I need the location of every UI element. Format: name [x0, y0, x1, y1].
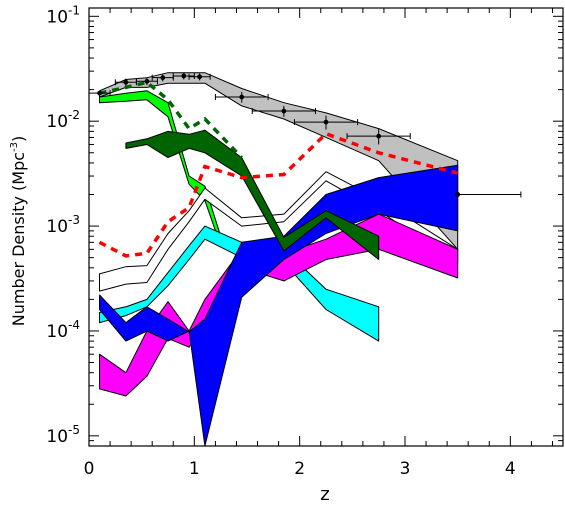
red-dashed-line	[98, 131, 459, 258]
data-point	[123, 79, 129, 85]
bands-layer	[99, 72, 459, 446]
y-axis-label: Number Density (Mpc-3)	[9, 136, 28, 327]
axes-layer: 0 1 2 3 4 10-5 10-4 10-3 10-2 10-1	[46, 3, 564, 479]
data-point	[455, 192, 461, 197]
band-5	[99, 164, 459, 446]
y-tick-label: 10-2	[46, 108, 80, 132]
green-dashed-line	[99, 80, 243, 159]
x-tick-label: 2	[294, 459, 305, 479]
data-point	[281, 108, 287, 114]
data-point	[181, 73, 187, 79]
y-tick-label: 10-4	[46, 318, 80, 342]
x-tick-label: 0	[84, 459, 95, 479]
x-axis-label: z	[320, 484, 329, 505]
labels-layer: z Number Density (Mpc-3)	[9, 136, 330, 505]
observed-points-layer	[88, 72, 522, 198]
y-tick-label: 10-3	[46, 213, 80, 237]
data-point	[144, 78, 150, 84]
y-axis-label-exponent: -3	[9, 142, 20, 152]
data-point	[323, 119, 329, 125]
plot-frame	[88, 7, 564, 447]
dashed-lines-layer	[98, 80, 459, 258]
band-4	[99, 213, 459, 397]
data-point	[239, 94, 245, 100]
band-1	[99, 90, 222, 247]
data-point	[160, 75, 166, 81]
y-tick-label: 10-5	[46, 423, 80, 447]
band-6	[125, 129, 380, 260]
x-tick-label: 3	[400, 459, 411, 479]
x-tick-label: 1	[189, 459, 200, 479]
x-tick-label: 4	[505, 459, 516, 479]
data-point	[97, 90, 102, 96]
y-axis-label-main: Number Density (Mpc	[9, 152, 28, 326]
y-axis-label-close: )	[9, 136, 28, 142]
data-point	[376, 133, 382, 139]
y-tick-label: 10-1	[46, 3, 80, 27]
data-point	[197, 74, 203, 80]
